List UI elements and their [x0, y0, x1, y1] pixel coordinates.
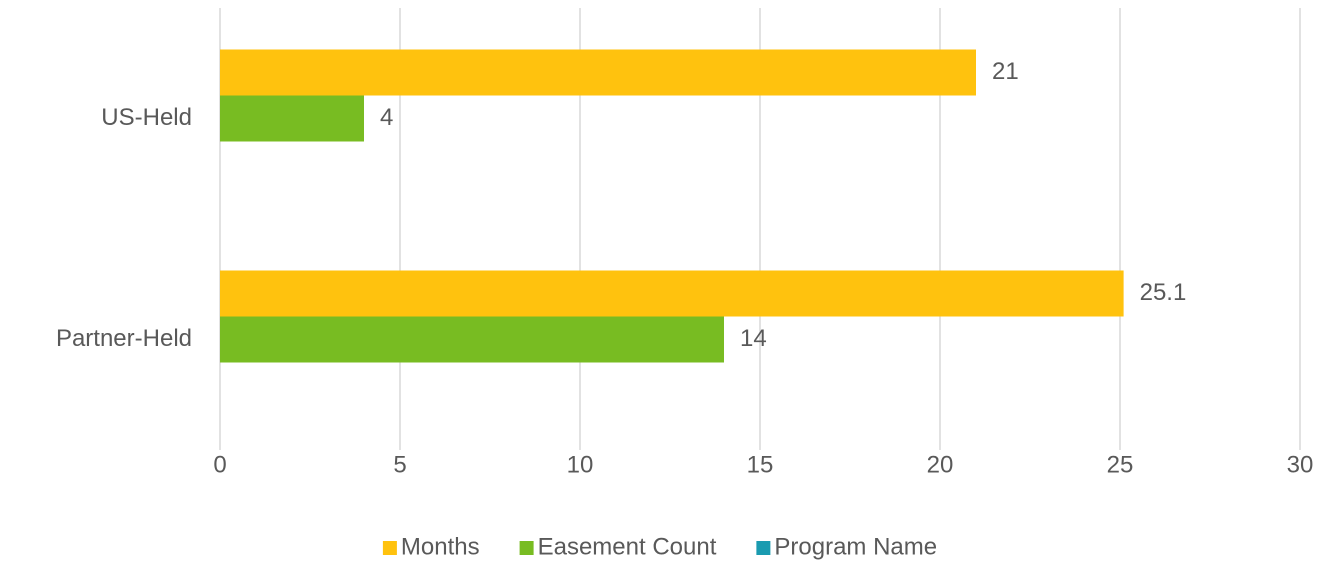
data-label: 14: [740, 325, 767, 352]
data-label: 4: [380, 104, 393, 131]
bar: [220, 49, 976, 96]
legend-swatch: [382, 541, 397, 555]
legend-label: Program Name: [774, 533, 937, 560]
x-tick-label: 25: [1107, 451, 1134, 478]
bar: [220, 95, 364, 142]
x-tick-label: 30: [1287, 451, 1314, 478]
x-tick-label: 10: [567, 451, 594, 478]
bar: [220, 270, 1124, 317]
legend-label: Months: [401, 533, 480, 560]
y-tick-label: US-Held: [101, 104, 192, 131]
legend-label: Easement Count: [538, 533, 717, 560]
bar: [220, 316, 724, 363]
legend-swatch: [519, 541, 534, 555]
y-tick-label: Partner-Held: [56, 325, 192, 352]
x-tick-label: 15: [747, 451, 774, 478]
x-tick-label: 20: [927, 451, 954, 478]
x-tick-label: 0: [213, 451, 226, 478]
x-tick-label: 5: [393, 451, 406, 478]
data-label: 25.1: [1140, 279, 1187, 306]
legend-swatch: [756, 541, 771, 555]
data-label: 21: [992, 58, 1019, 85]
